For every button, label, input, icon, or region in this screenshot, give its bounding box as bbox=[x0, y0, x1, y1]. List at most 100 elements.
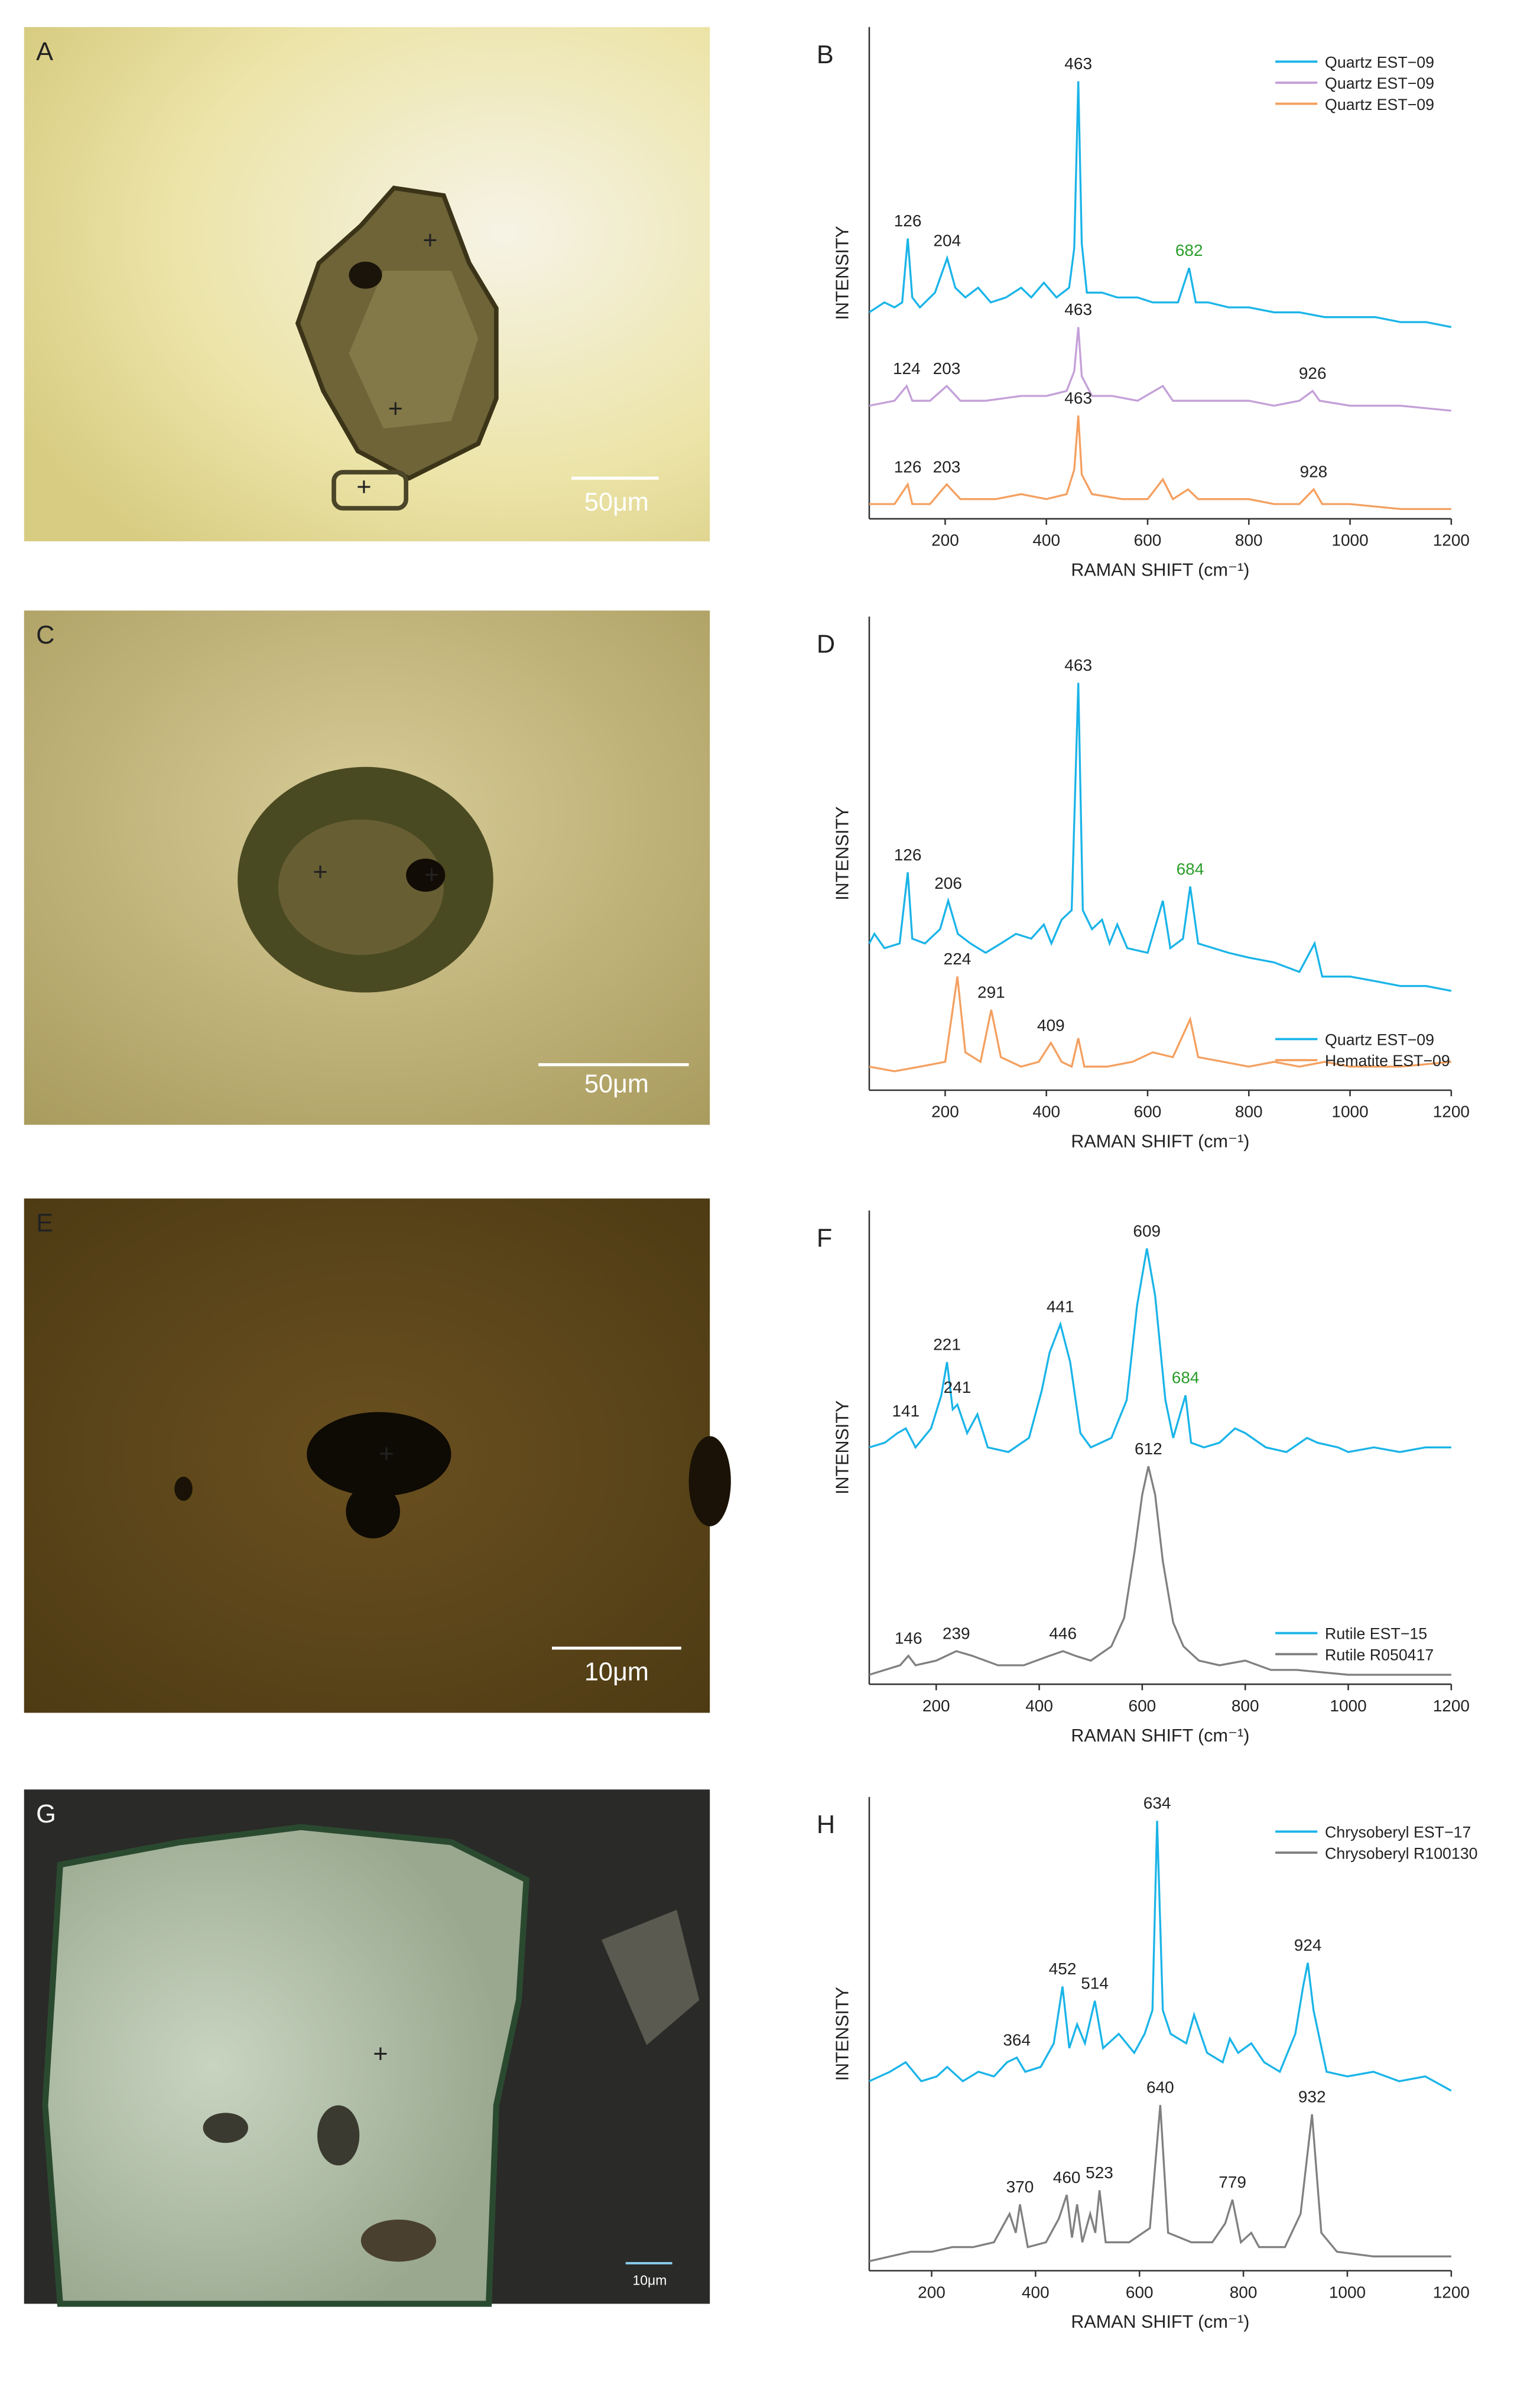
svg-text:+: + bbox=[313, 858, 327, 886]
svg-text:+: + bbox=[424, 861, 439, 889]
panel-label: A bbox=[36, 38, 53, 66]
x-tick-label: 1000 bbox=[1329, 2283, 1366, 2301]
panel-label: B bbox=[817, 41, 834, 69]
peak-label: 463 bbox=[1064, 54, 1092, 73]
peak-label: 291 bbox=[977, 983, 1005, 1001]
x-tick-label: 200 bbox=[918, 2283, 946, 2301]
peak-label: 682 bbox=[1175, 241, 1203, 259]
x-axis-label: RAMAN SHIFT (cm⁻¹) bbox=[1071, 1726, 1249, 1746]
peak-label: 446 bbox=[1049, 1625, 1077, 1643]
peak-label: 126 bbox=[894, 846, 922, 864]
chart: D INTENSITY RAMAN SHIFT (cm⁻¹) 200 400 600 800… bbox=[817, 616, 1470, 1152]
peak-label: 640 bbox=[1146, 2078, 1174, 2097]
x-tick-label: 600 bbox=[1129, 1697, 1156, 1715]
spectrum-line bbox=[869, 415, 1451, 511]
peak-label: 684 bbox=[1172, 1369, 1200, 1387]
peak-label: 203 bbox=[933, 457, 961, 476]
peak-label: 684 bbox=[1177, 860, 1204, 878]
peak-label: 463 bbox=[1064, 389, 1092, 407]
peak-label: 221 bbox=[933, 1336, 961, 1354]
peak-label: 241 bbox=[944, 1378, 972, 1396]
y-axis-label: INTENSITY bbox=[832, 806, 852, 900]
panel-label: D bbox=[817, 630, 835, 658]
photo-a: + + + 50μm A bbox=[24, 27, 710, 542]
legend-label: Quartz EST−09 bbox=[1325, 1031, 1434, 1049]
photo-g: + 10μm G bbox=[24, 1789, 710, 2307]
y-axis-label: INTENSITY bbox=[832, 1987, 852, 2081]
spectrum-line bbox=[868, 683, 1452, 992]
x-axis-label: RAMAN SHIFT (cm⁻¹) bbox=[1071, 560, 1249, 580]
peak-label: 779 bbox=[1219, 2173, 1246, 2191]
legend-label: Chrysoberyl EST−17 bbox=[1325, 1824, 1471, 1841]
peak-label: 460 bbox=[1053, 2168, 1081, 2186]
chart: F INTENSITY RAMAN SHIFT (cm⁻¹) 200 400 600 800… bbox=[817, 1210, 1470, 1746]
spectrum-line bbox=[869, 2104, 1451, 2263]
x-tick-label: 600 bbox=[1134, 531, 1162, 550]
peak-label: 224 bbox=[944, 950, 972, 968]
peak-label: 141 bbox=[892, 1402, 920, 1420]
peak-label: 926 bbox=[1299, 364, 1327, 382]
spectrum-line bbox=[869, 327, 1452, 412]
x-tick-label: 400 bbox=[1032, 1103, 1060, 1121]
legend-label: Chrysoberyl R100130 bbox=[1325, 1844, 1477, 1862]
spectrum-line bbox=[869, 1821, 1452, 2092]
legend-label: Hematite EST−09 bbox=[1325, 1052, 1450, 1070]
chart: H INTENSITY RAMAN SHIFT (cm⁻¹) 200 400 600 800… bbox=[817, 1794, 1478, 2332]
peak-label: 523 bbox=[1086, 2163, 1113, 2182]
peak-label: 441 bbox=[1047, 1298, 1074, 1316]
spectrum-line bbox=[869, 81, 1452, 329]
legend-label: Quartz EST−09 bbox=[1325, 54, 1434, 72]
legend-label: Rutile EST−15 bbox=[1325, 1625, 1427, 1643]
x-tick-label: 1000 bbox=[1331, 1103, 1368, 1121]
spectrum-line bbox=[869, 1466, 1451, 1676]
peak-label: 203 bbox=[933, 359, 961, 378]
peak-label: 932 bbox=[1298, 2088, 1326, 2106]
peak-label: 609 bbox=[1133, 1221, 1161, 1240]
photo-e: + 10μm E bbox=[24, 1198, 731, 1713]
photo-c: + + 50μm C bbox=[24, 610, 710, 1125]
peak-label: 204 bbox=[934, 232, 961, 250]
scale-bar-label: 50μm bbox=[584, 488, 649, 516]
x-tick-label: 1000 bbox=[1331, 531, 1368, 550]
legend-label: Rutile R050417 bbox=[1325, 1646, 1434, 1664]
x-tick-label: 800 bbox=[1235, 1103, 1263, 1121]
x-tick-label: 1000 bbox=[1330, 1697, 1366, 1715]
spectrum-line bbox=[869, 976, 1452, 1073]
peak-label: 364 bbox=[1003, 2030, 1031, 2049]
x-tick-label: 200 bbox=[922, 1697, 950, 1715]
peak-label: 206 bbox=[934, 874, 962, 892]
peak-label: 146 bbox=[895, 1629, 922, 1648]
peak-label: 612 bbox=[1135, 1440, 1162, 1458]
legend-label: Quartz EST−09 bbox=[1325, 74, 1434, 92]
panel-label: F bbox=[817, 1224, 832, 1253]
x-tick-label: 1200 bbox=[1433, 1697, 1470, 1715]
peak-label: 514 bbox=[1081, 1974, 1109, 1992]
svg-text:+: + bbox=[423, 226, 437, 255]
scale-bar-label: 10μm bbox=[584, 1658, 649, 1687]
peak-label: 124 bbox=[893, 359, 921, 378]
x-tick-label: 1200 bbox=[1433, 531, 1470, 550]
panel-label: H bbox=[817, 1811, 835, 1839]
peak-label: 463 bbox=[1064, 300, 1092, 319]
svg-text:+: + bbox=[356, 473, 371, 501]
peak-label: 126 bbox=[894, 457, 922, 476]
peak-label: 463 bbox=[1064, 656, 1092, 674]
panel-label: C bbox=[36, 621, 54, 649]
legend-label: Quartz EST−09 bbox=[1325, 96, 1434, 113]
x-tick-label: 200 bbox=[931, 531, 959, 550]
x-tick-label: 400 bbox=[1022, 2283, 1050, 2301]
peak-label: 409 bbox=[1037, 1016, 1065, 1034]
svg-text:+: + bbox=[388, 395, 403, 423]
chart: B INTENSITY RAMAN SHIFT (cm⁻¹) 200 400 600 800… bbox=[817, 27, 1470, 580]
scale-bar-label: 10μm bbox=[633, 2272, 667, 2288]
x-tick-label: 800 bbox=[1232, 1697, 1259, 1715]
peak-label: 126 bbox=[894, 212, 922, 230]
x-tick-label: 1200 bbox=[1433, 2283, 1470, 2301]
peak-label: 452 bbox=[1049, 1960, 1077, 1978]
peak-label: 924 bbox=[1294, 1936, 1322, 1954]
x-axis-label: RAMAN SHIFT (cm⁻¹) bbox=[1071, 1132, 1249, 1152]
svg-text:+: + bbox=[379, 1440, 394, 1468]
x-tick-label: 1200 bbox=[1433, 1103, 1470, 1121]
